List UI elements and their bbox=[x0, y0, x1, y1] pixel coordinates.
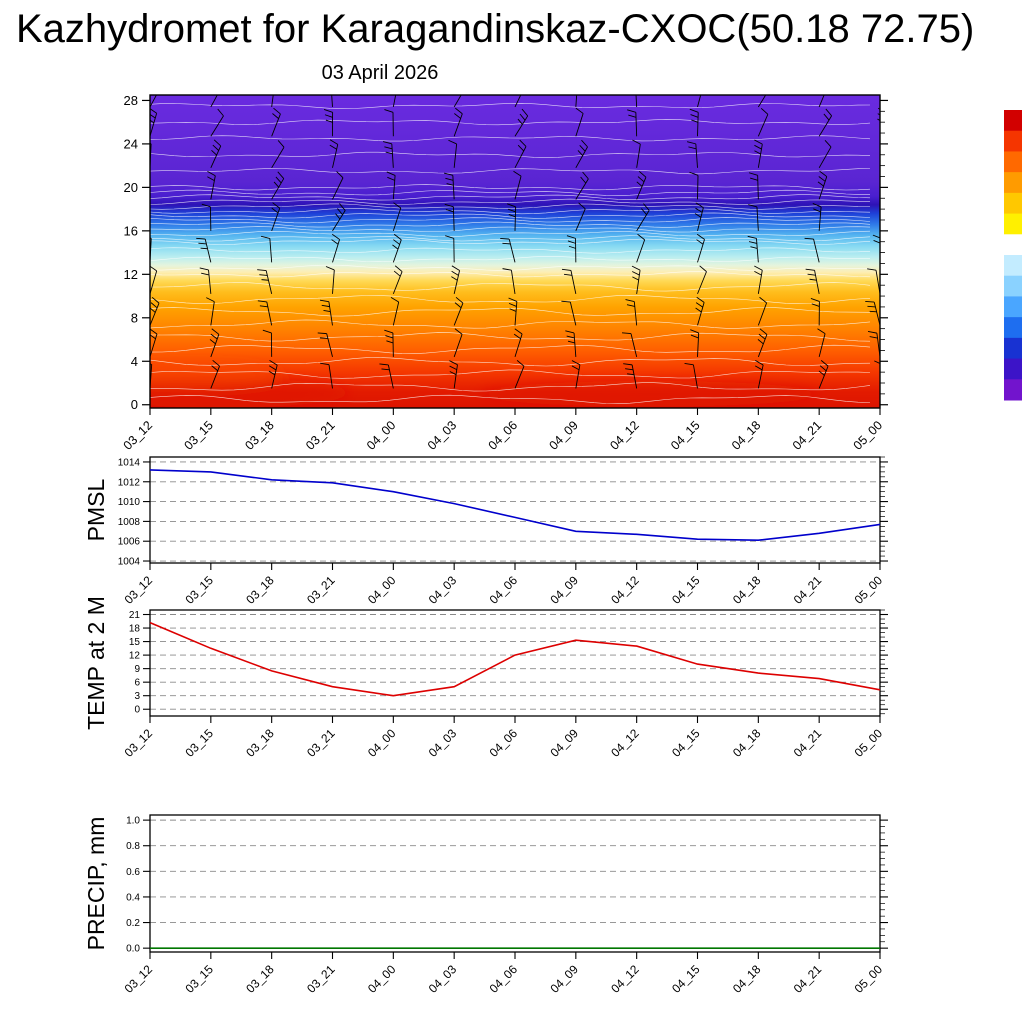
svg-text:12: 12 bbox=[129, 651, 141, 662]
svg-text:03_15: 03_15 bbox=[181, 418, 216, 453]
svg-text:05_00: 05_00 bbox=[852, 573, 886, 607]
svg-text:0.8: 0.8 bbox=[126, 841, 140, 852]
svg-text:04_03: 04_03 bbox=[426, 962, 460, 996]
svg-text:18: 18 bbox=[129, 624, 141, 635]
svg-text:04_06: 04_06 bbox=[486, 418, 521, 453]
svg-text:04_15: 04_15 bbox=[668, 418, 703, 453]
svg-text:1.0: 1.0 bbox=[126, 816, 140, 827]
svg-text:1014: 1014 bbox=[118, 457, 141, 468]
svg-text:04_15: 04_15 bbox=[669, 962, 703, 996]
svg-text:6: 6 bbox=[134, 678, 140, 689]
svg-text:03_18: 03_18 bbox=[243, 962, 277, 996]
svg-text:12: 12 bbox=[124, 267, 138, 282]
svg-text:03_18: 03_18 bbox=[243, 573, 277, 607]
svg-text:04_21: 04_21 bbox=[790, 418, 825, 453]
panel-precip-ylabel: PRECIP, mm bbox=[83, 817, 109, 951]
svg-text:05_00: 05_00 bbox=[851, 418, 886, 453]
svg-text:20: 20 bbox=[124, 180, 138, 195]
svg-text:1010: 1010 bbox=[118, 497, 141, 508]
svg-text:0.2: 0.2 bbox=[126, 918, 140, 929]
svg-text:03_21: 03_21 bbox=[304, 573, 338, 607]
svg-text:04_03: 04_03 bbox=[426, 726, 460, 760]
svg-text:1006: 1006 bbox=[118, 537, 141, 548]
svg-text:04_18: 04_18 bbox=[730, 573, 764, 607]
svg-text:05_00: 05_00 bbox=[852, 726, 886, 760]
svg-text:1004: 1004 bbox=[118, 557, 141, 568]
panel-pmsl: 1004 1006 1008 1010 1012 1014 03_12 03_15 03_18 0… bbox=[83, 456, 888, 607]
svg-text:03_18: 03_18 bbox=[242, 418, 277, 453]
svg-text:03_21: 03_21 bbox=[303, 418, 338, 453]
svg-text:04_00: 04_00 bbox=[365, 726, 399, 760]
svg-text:04_03: 04_03 bbox=[426, 573, 460, 607]
svg-text:15: 15 bbox=[129, 637, 141, 648]
panel-temp-ylabel: TEMP at 2 M bbox=[83, 596, 109, 730]
svg-text:04_09: 04_09 bbox=[547, 962, 581, 996]
svg-text:03_15: 03_15 bbox=[182, 573, 216, 607]
svg-text:03_21: 03_21 bbox=[304, 726, 338, 760]
svg-text:04_18: 04_18 bbox=[730, 962, 764, 996]
svg-text:9: 9 bbox=[134, 664, 140, 675]
colorbar bbox=[1004, 110, 1022, 401]
svg-text:03_12: 03_12 bbox=[122, 573, 156, 607]
svg-text:04_00: 04_00 bbox=[365, 573, 399, 607]
svg-text:04_06: 04_06 bbox=[487, 726, 521, 760]
date-subtitle: 03 April 2026 bbox=[321, 62, 439, 84]
svg-text:04_06: 04_06 bbox=[487, 573, 521, 607]
svg-text:28: 28 bbox=[124, 93, 138, 108]
svg-text:1008: 1008 bbox=[118, 517, 141, 528]
svg-text:04_12: 04_12 bbox=[608, 962, 642, 996]
svg-text:04_15: 04_15 bbox=[669, 726, 703, 760]
svg-text:04_21: 04_21 bbox=[791, 726, 825, 760]
svg-text:03_15: 03_15 bbox=[182, 962, 216, 996]
svg-text:03_15: 03_15 bbox=[182, 726, 216, 760]
svg-text:04_00: 04_00 bbox=[365, 962, 399, 996]
svg-text:21: 21 bbox=[129, 610, 141, 621]
svg-text:04_00: 04_00 bbox=[364, 418, 399, 453]
svg-text:03_12: 03_12 bbox=[121, 418, 156, 453]
svg-text:04_09: 04_09 bbox=[547, 726, 581, 760]
svg-text:1012: 1012 bbox=[118, 477, 141, 488]
panel-cross-section: 0 4 8 12 16 20 24 28 03_12 03_15 03_18 03_21 04_00 04… bbox=[121, 93, 888, 453]
panel-pmsl-ylabel: PMSL bbox=[83, 478, 109, 541]
svg-text:8: 8 bbox=[131, 310, 138, 325]
svg-text:3: 3 bbox=[134, 691, 140, 702]
svg-text:16: 16 bbox=[124, 223, 138, 238]
svg-text:24: 24 bbox=[124, 136, 138, 151]
svg-text:0.6: 0.6 bbox=[126, 867, 140, 878]
svg-text:0.0: 0.0 bbox=[126, 944, 140, 955]
svg-text:04_18: 04_18 bbox=[729, 418, 764, 453]
svg-text:04_21: 04_21 bbox=[791, 573, 825, 607]
svg-text:03_18: 03_18 bbox=[243, 726, 277, 760]
svg-text:4: 4 bbox=[131, 354, 138, 369]
svg-text:03_12: 03_12 bbox=[122, 726, 156, 760]
svg-text:04_21: 04_21 bbox=[791, 962, 825, 996]
panel-precip: 0.0 0.2 0.4 0.6 0.8 1.0 03_12 03_15 03_18 03_21 04… bbox=[83, 814, 888, 996]
svg-text:04_12: 04_12 bbox=[608, 726, 642, 760]
svg-text:03_21: 03_21 bbox=[304, 962, 338, 996]
svg-text:04_15: 04_15 bbox=[669, 573, 703, 607]
svg-text:04_09: 04_09 bbox=[546, 418, 581, 453]
svg-text:0: 0 bbox=[134, 705, 140, 716]
svg-text:04_12: 04_12 bbox=[607, 418, 642, 453]
svg-text:04_06: 04_06 bbox=[487, 962, 521, 996]
svg-text:05_00: 05_00 bbox=[852, 962, 886, 996]
svg-text:04_09: 04_09 bbox=[547, 573, 581, 607]
svg-text:04_03: 04_03 bbox=[425, 418, 460, 453]
page-title: Kazhydromet for Karagandinskaz-CXOC(50.1… bbox=[16, 7, 975, 51]
svg-text:0.4: 0.4 bbox=[126, 892, 140, 903]
svg-text:03_12: 03_12 bbox=[122, 962, 156, 996]
svg-text:04_18: 04_18 bbox=[730, 726, 764, 760]
svg-text:04_12: 04_12 bbox=[608, 573, 642, 607]
svg-text:0: 0 bbox=[131, 397, 138, 412]
panel-temp: 0 3 6 9 12 15 18 21 03_12 03_15 03_18 03_21 04_00 04_… bbox=[83, 596, 888, 760]
